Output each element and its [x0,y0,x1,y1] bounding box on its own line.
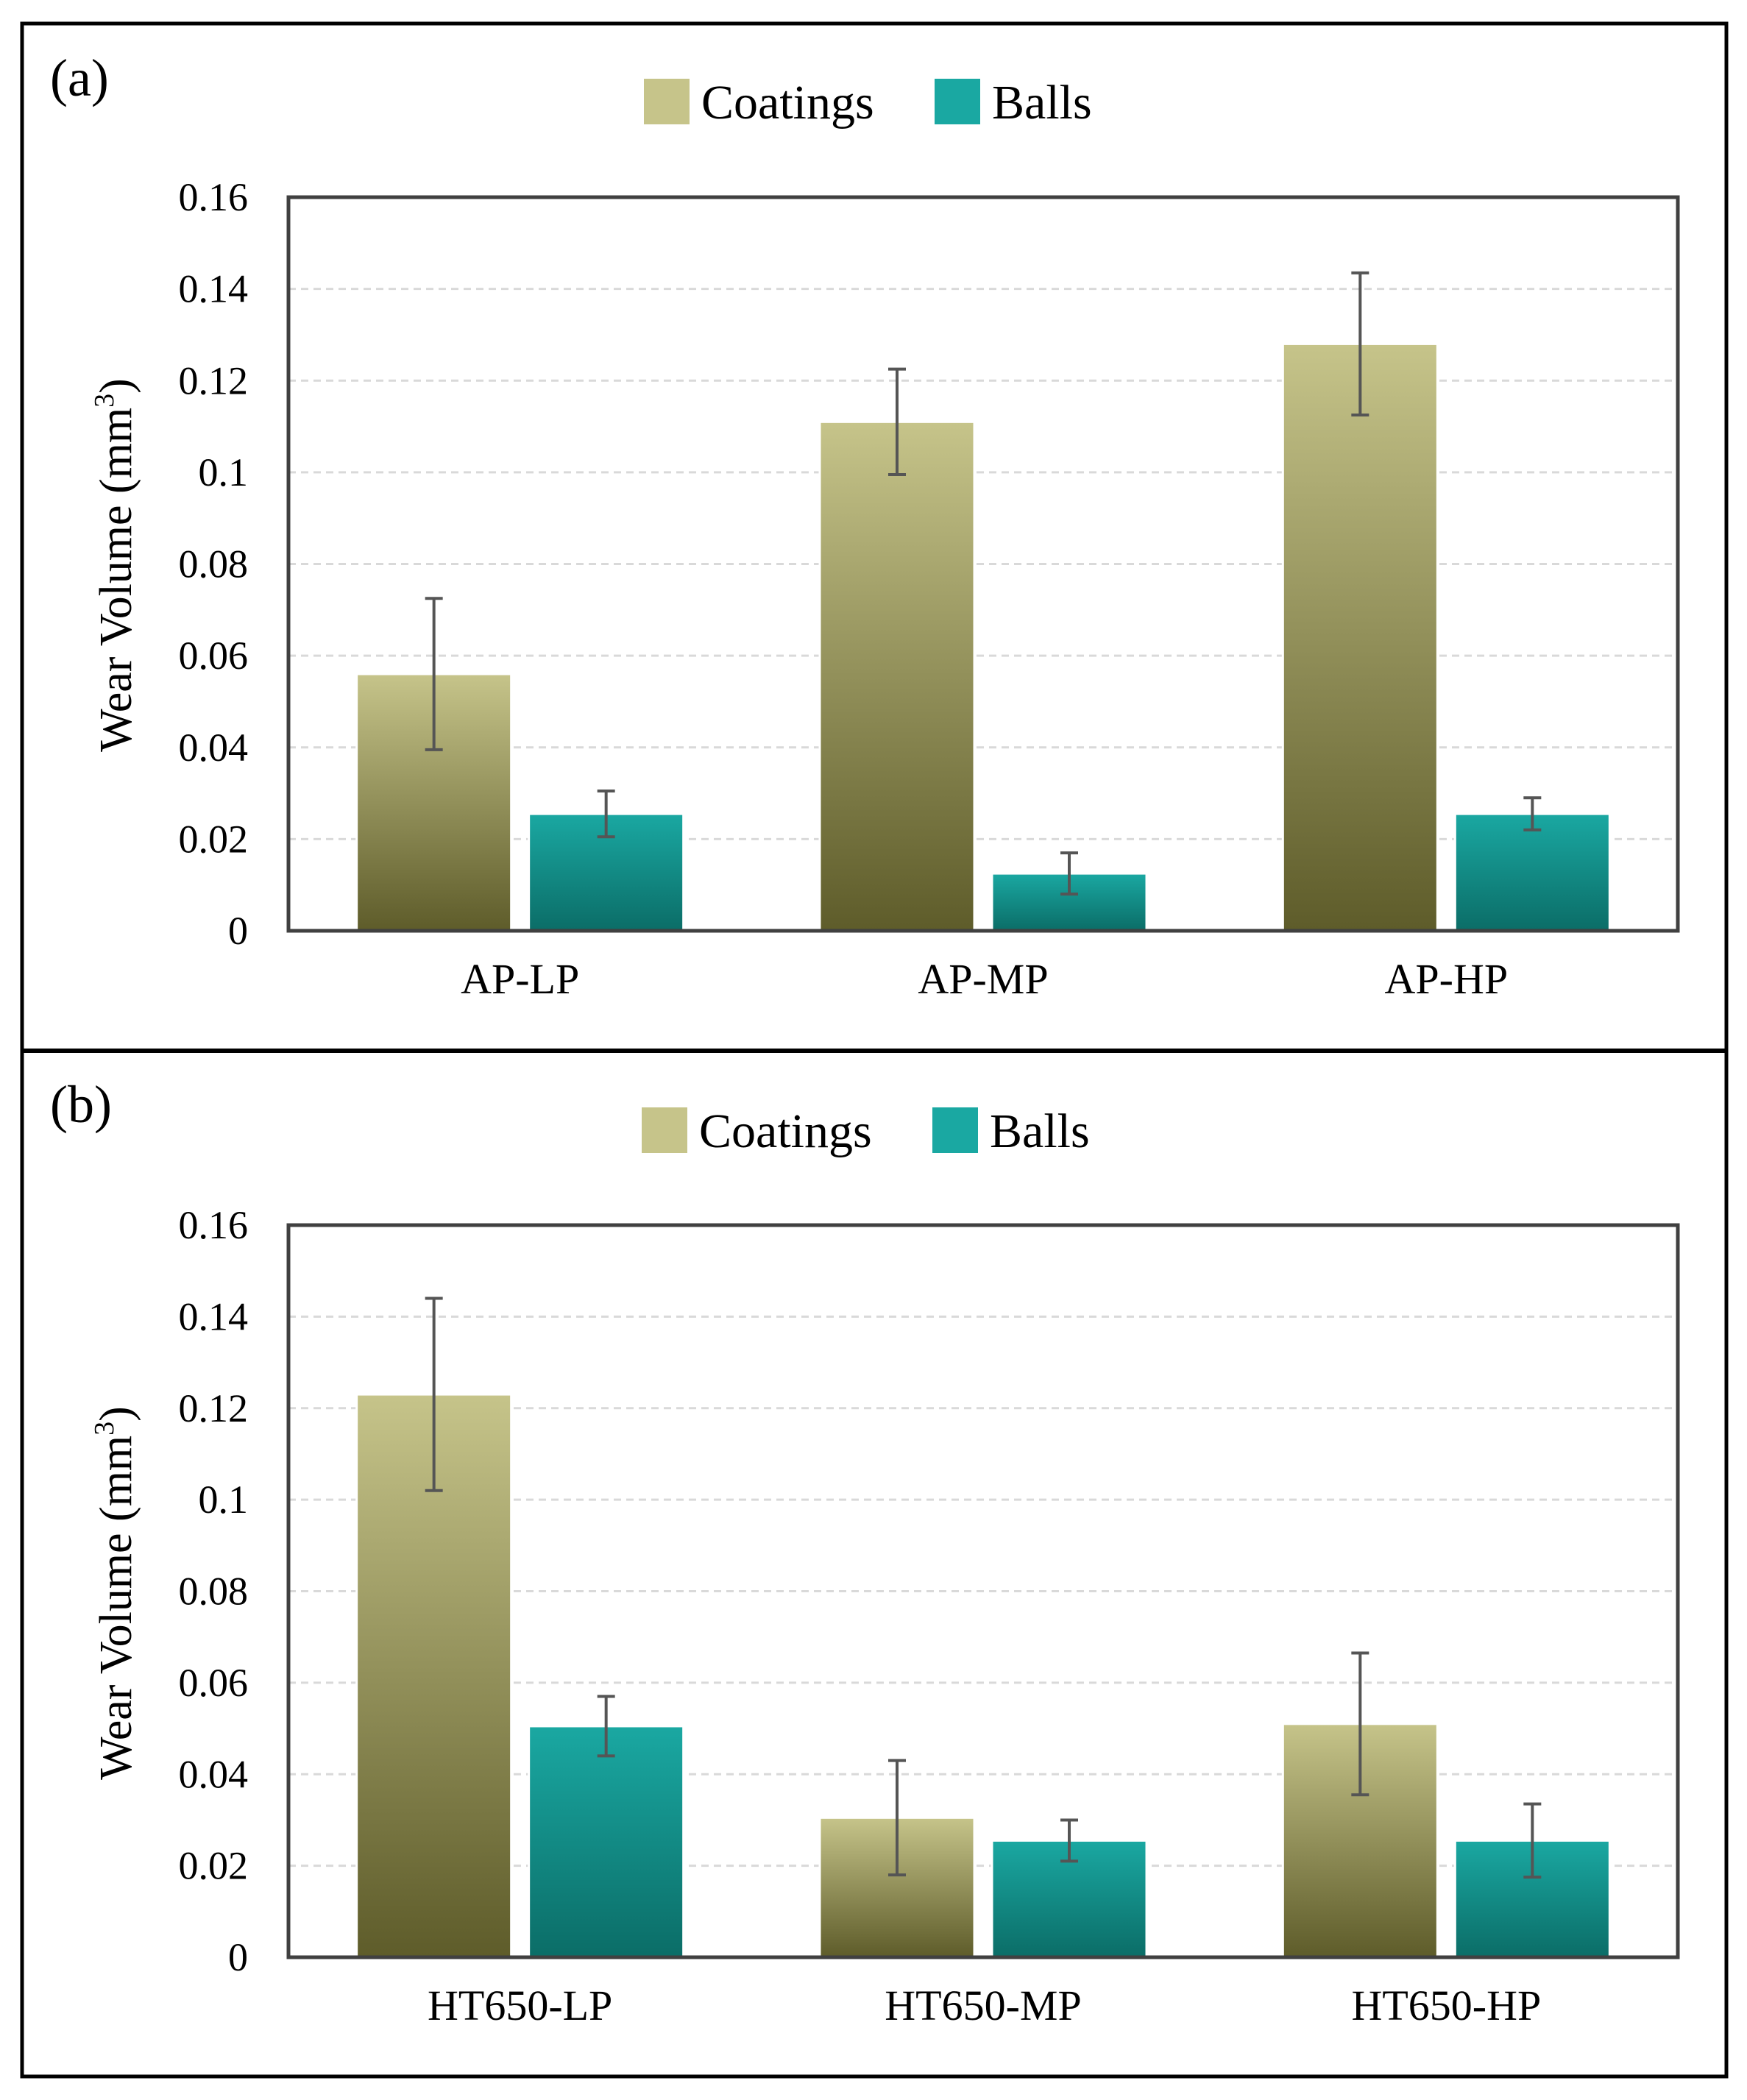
y-tick-label: 0.1 [199,1478,249,1522]
x-category-label: AP-LP [461,955,579,1003]
y-axis-title: Wear Volume (mm3) [89,378,141,752]
legend: Coatings Balls [642,1104,1090,1158]
x-category-label: AP-HP [1385,955,1509,1003]
legend-swatch-coatings [642,1107,687,1153]
y-tick-label: 0.02 [179,817,249,861]
y-tick-label: 0.14 [179,1294,249,1338]
bar-coatings-ap-mp [818,420,976,932]
y-tick-label: 0.16 [179,175,249,219]
y-tick-label: 0 [228,1935,248,1979]
y-tick-label: 0.16 [179,1203,249,1247]
legend-label-coatings: Coatings [701,76,874,130]
legend-label-coatings: Coatings [699,1104,872,1158]
bar-coatings-ap-hp [1281,342,1439,932]
x-category-label: HT650-LP [428,1982,612,2029]
y-tick-label: 0.04 [179,1752,249,1796]
plot-area-frame [286,195,1680,933]
bar-balls-ht650-lp [528,1725,685,1959]
y-tick-label: 0.08 [179,542,249,586]
legend-swatch-coatings [644,79,690,124]
panel-a: (a) Coatings Balls 0 0.02 0.04 0.06 0.08 0.1 0.12… [50,49,1680,1003]
y-tick-label: 0.12 [179,358,249,402]
x-category-label: HT650-HP [1351,1982,1541,2029]
x-category-label: AP-MP [918,955,1048,1003]
y-axis-title: Wear Volume (mm3) [89,1406,141,1780]
panel-label: (b) [50,1075,112,1134]
y-tick-label: 0.08 [179,1569,249,1614]
legend-label-balls: Balls [992,76,1092,130]
legend-swatch-balls [935,79,980,124]
y-tick-label: 0.12 [179,1386,249,1430]
y-tick-label: 0.02 [179,1844,249,1888]
legend-swatch-balls [932,1107,978,1153]
y-tick-label: 0.06 [179,634,249,678]
y-tick-label: 0 [228,909,248,953]
legend-label-balls: Balls [990,1104,1090,1158]
y-tick-label: 0.06 [179,1661,249,1705]
legend: Coatings Balls [644,76,1092,130]
y-tick-label: 0.1 [199,450,249,494]
panel-label: (a) [50,49,109,107]
y-tick-label: 0.04 [179,726,249,770]
bar-balls-ap-hp [1453,812,1611,932]
panel-b: (b) Coatings Balls 0 0.02 0.04 0.06 0.08 0.1 0.12… [50,1075,1680,2029]
plot-area-frame [286,1223,1680,1959]
x-category-label: HT650-MP [885,1982,1081,2029]
y-tick-label: 0.14 [179,267,249,311]
